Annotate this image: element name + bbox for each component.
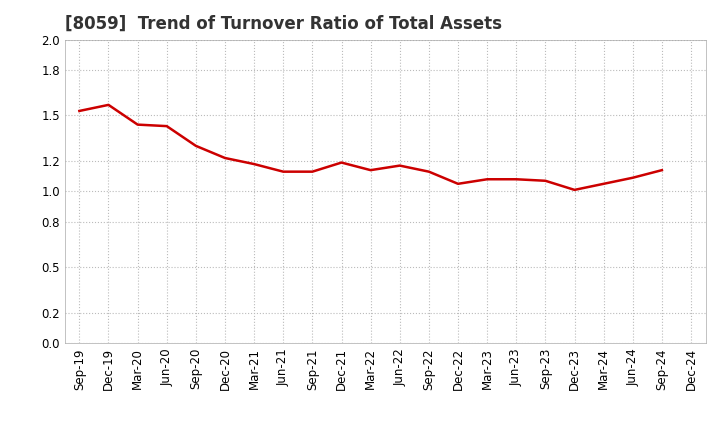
Text: [8059]  Trend of Turnover Ratio of Total Assets: [8059] Trend of Turnover Ratio of Total … [65,15,502,33]
